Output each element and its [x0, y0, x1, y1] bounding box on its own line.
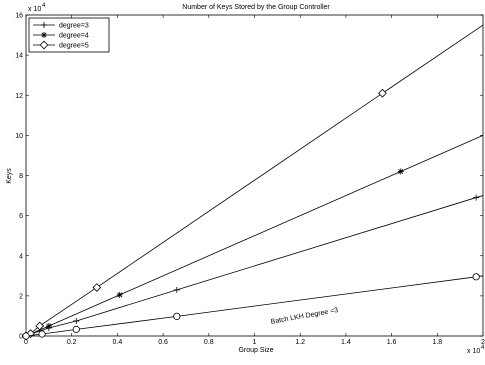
data-point	[45, 322, 52, 329]
legend: degree=3 degree=4 degree=5	[28, 17, 110, 53]
x-tick-label: 0.4	[113, 339, 123, 346]
y-axis-label: Keys	[6, 168, 13, 184]
data-point	[35, 321, 45, 331]
x-tick-label: 0.8	[204, 339, 214, 346]
data-point	[173, 312, 181, 320]
y-tick-label: 10	[15, 133, 23, 140]
x-tick-label: 2	[481, 339, 485, 346]
data-point	[38, 330, 46, 338]
x-tick-label: 1.8	[432, 339, 442, 346]
data-point	[72, 325, 80, 333]
y-tick-label: 12	[15, 93, 23, 100]
x-tick-label: 1.2	[295, 339, 305, 346]
y-tick-label: 2	[19, 293, 23, 300]
data-point	[22, 332, 30, 340]
x-tick-label: 0.2	[67, 339, 77, 346]
x-tick-label: 1	[253, 339, 257, 346]
plot-area: 0 0.2 0.4 0.6 0.8 1 1.2 1.4 1.6 1.8 20246810121416…	[15, 3, 485, 355]
legend-marker	[39, 40, 49, 50]
y-tick-label: 16	[15, 13, 23, 20]
data-point	[116, 291, 123, 298]
y-tick-label: 6	[19, 213, 23, 220]
y-tick-label: 4	[19, 253, 23, 260]
legend-label: degree=5	[59, 43, 89, 50]
x-axis-label: Group Size	[238, 347, 273, 354]
legend-label: degree=4	[59, 33, 89, 40]
y-tick-label: 14	[15, 53, 23, 60]
y-axis-multiplier-exponent: 4	[42, 3, 46, 9]
data-point	[73, 317, 80, 324]
y-axis-multiplier: x 10	[28, 6, 41, 13]
data-point	[397, 168, 404, 175]
x-axis-multiplier-exponent: 4	[481, 345, 485, 351]
x-tick-label: 1.6	[387, 339, 397, 346]
data-point	[473, 194, 480, 201]
chart-title: Number of Keys Stored by the Group Contr…	[182, 4, 330, 11]
data-point	[378, 88, 387, 98]
legend-label: degree=3	[59, 23, 89, 30]
y-tick-label: 0	[19, 334, 23, 341]
data-point	[173, 286, 180, 293]
data-point	[92, 283, 102, 292]
x-tick-label: 0.6	[158, 339, 168, 346]
legend-marker	[41, 22, 47, 28]
series-circle	[22, 273, 484, 340]
y-tick-label: 8	[19, 173, 23, 180]
data-point	[472, 273, 480, 281]
x-axis-multiplier: x 10	[467, 348, 480, 355]
x-tick-label: 1.4	[341, 339, 351, 346]
legend-marker	[41, 32, 47, 38]
x-tick-label: 0	[24, 339, 28, 346]
